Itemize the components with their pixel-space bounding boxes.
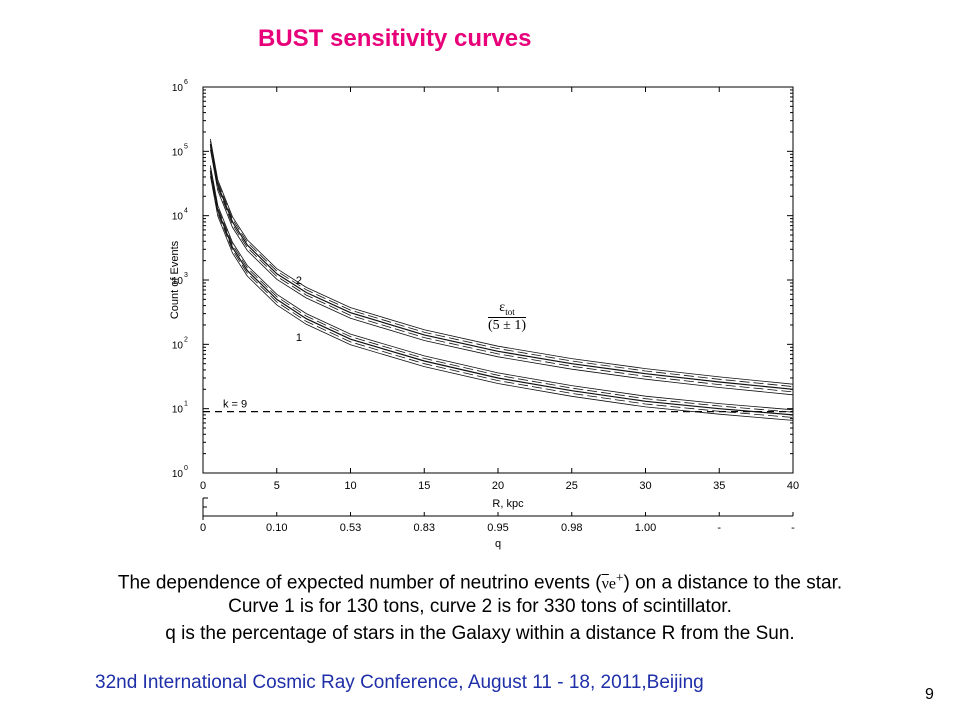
epsilon-denominator: (5 ± 1)	[488, 317, 527, 333]
q-tick-label: 1.00	[635, 522, 656, 534]
curve-2-band	[209, 138, 794, 396]
y-tick-exponent: 3	[184, 272, 188, 279]
curve-1-band	[209, 165, 794, 421]
neutrino-symbol: νe+	[601, 570, 624, 593]
q-tick-label: -	[791, 522, 795, 534]
y-tick-exponent: 2	[184, 336, 188, 343]
chart-labels: 0 5 10 15 20 25 30 35 40100101102103104105106R, …	[169, 79, 799, 550]
x-tick-label: 30	[639, 480, 651, 492]
y-tick-exponent: 0	[184, 465, 188, 472]
curve-1-line	[210, 165, 794, 411]
curve-2-line	[210, 149, 794, 396]
caption-line-1-end: ) on a distance to the star.	[623, 572, 843, 594]
chart-axes	[202, 86, 794, 520]
curve-1-line	[210, 173, 794, 418]
x-tick-label: 40	[787, 480, 799, 492]
y-tick-exponent: 1	[184, 401, 188, 408]
y-tick-label: 10	[172, 405, 184, 416]
y-tick-label: 10	[172, 212, 184, 223]
curve-2-line	[210, 146, 794, 393]
slide-title: BUST sensitivity curves	[258, 25, 532, 52]
q-tick-label: -	[717, 522, 721, 534]
y-tick-label: 10	[172, 276, 184, 287]
curve-2-line	[210, 141, 794, 387]
curve-1-line	[209, 170, 794, 416]
y-tick-label: 10	[172, 83, 184, 94]
y-axis-title: Count of Events	[169, 240, 181, 319]
y-tick-label: 10	[172, 469, 184, 480]
q-tick-label: 0.53	[340, 522, 361, 534]
curve-2-line	[210, 138, 794, 385]
sensitivity-chart: 0 5 10 15 20 25 30 35 40100101102103104105106R, …	[169, 79, 799, 550]
y-tick-exponent: 6	[184, 79, 188, 86]
curve-label-2: 2	[296, 275, 302, 287]
x-tick-label: 35	[713, 480, 725, 492]
q-tick-label: 0.10	[266, 522, 287, 534]
curve-1-line	[210, 176, 794, 421]
x-tick-label: 0	[200, 480, 206, 492]
page-number: 9	[925, 686, 934, 703]
q-axis-title: q	[495, 538, 501, 550]
q-tick-label: 0.83	[414, 522, 435, 534]
caption-line-1-start: The dependence of expected number of neu…	[117, 572, 602, 594]
x-tick-label: 5	[274, 480, 280, 492]
y-tick-exponent: 4	[184, 208, 188, 215]
x-tick-label: 10	[344, 480, 356, 492]
y-tick-exponent: 5	[184, 143, 188, 150]
q-tick-label: 0.95	[487, 522, 508, 534]
plot-frame	[202, 86, 794, 474]
epsilon-subscript: tot	[505, 306, 515, 317]
curve-1-line	[210, 167, 794, 413]
caption-line-3: q is the percentage of stars in the Gala…	[165, 623, 795, 644]
x-tick-label: 20	[492, 480, 504, 492]
curve-2-line	[209, 143, 794, 390]
caption-line-1: The dependence of expected number of neu…	[0, 565, 960, 596]
y-tick-label: 10	[172, 147, 184, 158]
x-tick-label: 15	[418, 480, 430, 492]
x-axis-title: R, kpc	[492, 498, 524, 510]
chart-curves	[203, 138, 794, 421]
q-tick-label: 0.98	[561, 522, 582, 534]
epsilon-fraction: εtot (5 ± 1)	[488, 300, 527, 334]
caption-line-2: Curve 1 is for 130 tons, curve 2 is for …	[228, 596, 732, 617]
epsilon-symbol: ε	[499, 300, 506, 315]
threshold-label: k = 9	[223, 399, 247, 411]
x-tick-label: 25	[566, 480, 578, 492]
conference-footer: 32nd International Cosmic Ray Conference…	[95, 672, 704, 693]
q-tick-label: 0	[200, 522, 206, 534]
y-tick-label: 10	[172, 340, 184, 351]
curve-label-1: 1	[296, 332, 302, 344]
